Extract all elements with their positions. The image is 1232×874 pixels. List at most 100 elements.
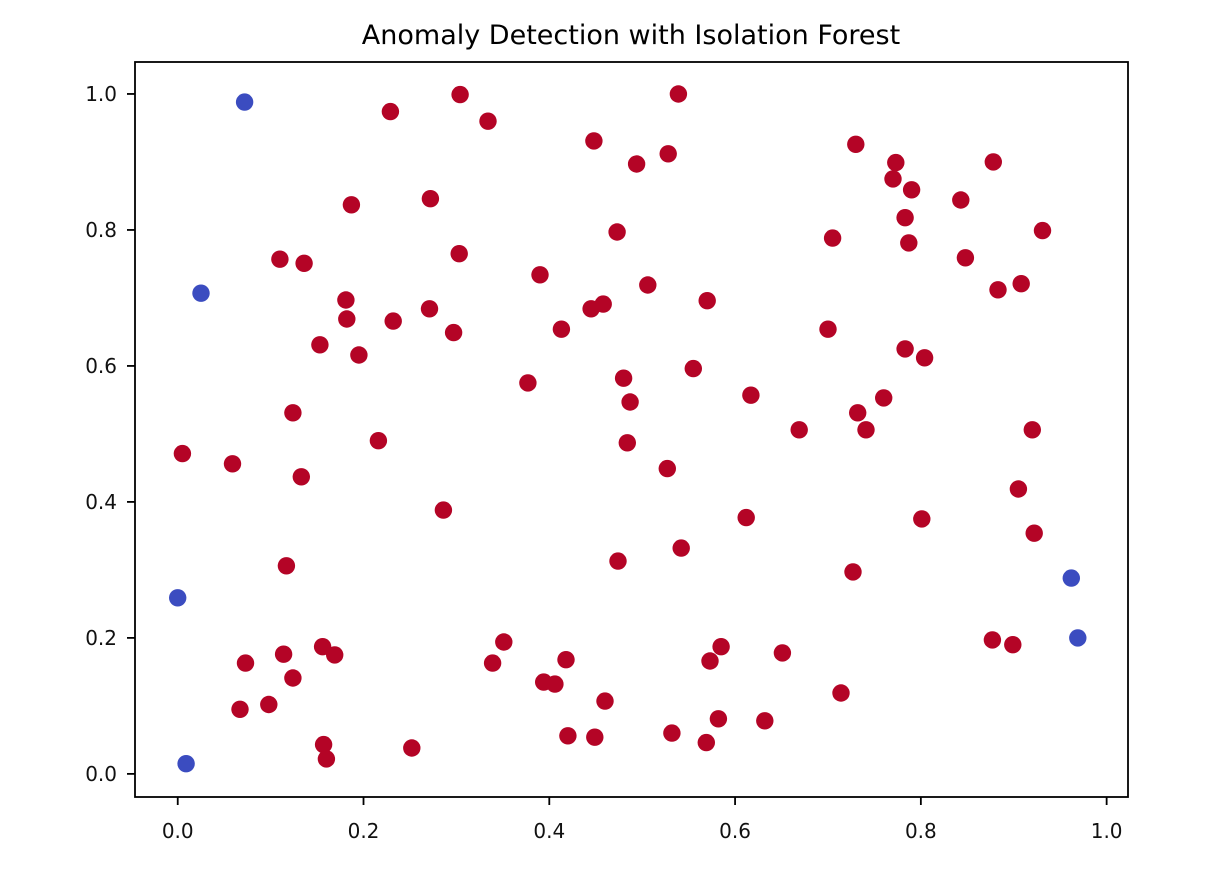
y-tick-label: 0.6 — [85, 354, 117, 378]
data-point-normal — [274, 645, 293, 663]
data-point-normal — [614, 369, 633, 387]
data-point-normal — [658, 459, 676, 478]
data-point-normal — [849, 404, 867, 422]
data-point-normal — [277, 557, 296, 575]
data-point-anomaly — [1069, 629, 1087, 647]
data-point-normal — [284, 669, 302, 687]
data-point-normal — [790, 421, 808, 439]
data-point-normal — [434, 501, 453, 519]
data-point-normal — [900, 234, 918, 252]
data-point-normal — [314, 735, 333, 754]
data-point-normal — [317, 750, 336, 768]
data-point-normal — [672, 539, 690, 557]
data-point-normal — [832, 684, 850, 702]
data-point-normal — [698, 292, 716, 310]
data-point-normal — [1012, 275, 1030, 293]
data-point-normal — [292, 468, 310, 486]
x-tick-label: 0.0 — [162, 819, 194, 843]
data-point-normal — [444, 323, 463, 342]
y-tick-label: 0.8 — [85, 218, 117, 242]
data-point-normal — [627, 155, 646, 173]
data-point-normal — [519, 374, 537, 392]
data-point-normal — [1004, 636, 1022, 654]
data-point-normal — [896, 340, 914, 358]
data-point-normal — [684, 359, 702, 378]
axes: 0.0 0.2 0.4 0.6 0.8 1.0 0.0 0.2 0.4 0.6 0.8 1.0 — [85, 61, 1129, 843]
data-point-normal — [663, 724, 681, 742]
data-point-normal — [479, 112, 497, 130]
data-point-normal — [559, 727, 577, 745]
data-point-normal — [823, 229, 842, 247]
data-point-normal — [552, 320, 571, 338]
data-point-normal — [875, 389, 893, 407]
data-point-normal — [311, 336, 329, 354]
data-point-normal — [742, 386, 760, 404]
data-point-anomaly — [192, 284, 210, 302]
data-point-normal — [585, 132, 603, 150]
data-point-normal — [1023, 421, 1041, 439]
data-point-normal — [450, 245, 468, 263]
data-point-normal — [956, 249, 975, 267]
data-point-normal — [887, 153, 905, 172]
data-point-normal — [1025, 524, 1043, 542]
data-point-normal — [857, 421, 875, 439]
data-point-normal — [557, 651, 575, 669]
data-point-normal — [697, 733, 715, 752]
data-point-normal — [915, 349, 934, 367]
data-point-normal — [669, 85, 688, 103]
y-tick-label: 0.4 — [85, 490, 117, 514]
data-point-normal — [1033, 221, 1052, 240]
data-point-normal — [384, 312, 402, 330]
data-point-normal — [621, 393, 639, 411]
data-point-normal — [420, 300, 439, 318]
data-point-anomaly — [177, 755, 195, 773]
data-point-normal — [495, 633, 513, 651]
data-point-normal — [421, 190, 440, 208]
y-tick-label: 1.0 — [85, 82, 117, 106]
data-point-normal — [737, 508, 755, 527]
data-point-normal — [271, 250, 289, 268]
data-point-normal — [659, 145, 677, 163]
data-point-anomaly — [235, 93, 254, 111]
chart-title: Anomaly Detection with Isolation Forest — [362, 20, 900, 51]
data-point-normal — [326, 646, 344, 664]
data-point-normal — [403, 739, 421, 757]
x-tick-label: 1.0 — [1091, 819, 1123, 843]
data-point-normal — [337, 291, 355, 309]
data-point-normal — [984, 153, 1002, 171]
x-tick-label: 0.6 — [719, 819, 751, 843]
data-point-normal — [608, 223, 626, 241]
data-point-normal — [231, 700, 249, 718]
data-point-anomaly — [169, 589, 187, 607]
data-point-normal — [381, 102, 400, 121]
data-point-normal — [223, 455, 242, 473]
data-point-normal — [609, 552, 627, 570]
data-point-normal — [596, 692, 614, 710]
data-point-normal — [902, 181, 921, 199]
data-point-normal — [369, 432, 388, 450]
data-point-normal — [260, 695, 278, 714]
data-points — [169, 85, 1087, 773]
data-point-normal — [884, 170, 902, 188]
data-point-anomaly — [1062, 569, 1081, 587]
x-tick-label: 0.4 — [533, 819, 565, 843]
data-point-normal — [983, 631, 1002, 649]
data-point-normal — [896, 209, 914, 227]
data-point-normal — [295, 254, 313, 272]
data-point-normal — [1009, 480, 1028, 498]
data-point-normal — [847, 135, 865, 153]
data-point-normal — [913, 510, 931, 528]
data-point-normal — [989, 281, 1007, 299]
y-tick-label: 0.2 — [85, 626, 117, 650]
x-tick-label: 0.2 — [348, 819, 380, 843]
y-tick-label: 0.0 — [85, 762, 117, 786]
x-tick-label: 0.8 — [905, 819, 937, 843]
data-point-normal — [350, 346, 368, 364]
plot-area — [134, 61, 1129, 798]
data-point-normal — [338, 310, 356, 328]
data-point-normal — [236, 654, 255, 672]
data-point-normal — [701, 652, 719, 670]
data-point-normal — [844, 563, 862, 581]
